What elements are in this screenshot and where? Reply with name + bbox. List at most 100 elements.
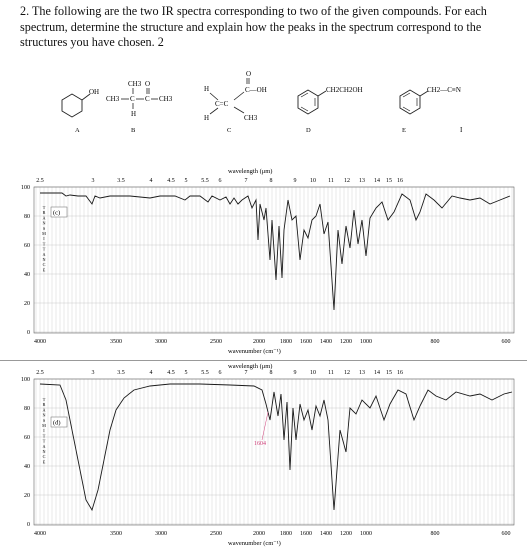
- compound-c-ch3: CH3: [244, 114, 258, 122]
- compound-b-ch3-right: CH3: [159, 95, 173, 103]
- compound-label-a: A: [75, 127, 80, 134]
- top-tick-label: 10: [310, 178, 316, 184]
- top-tick-label: 15: [386, 178, 392, 184]
- ir-spectrum-d: wavelength (μm) 2.5 3 3.5 4 4.5 5 5.5 6 7 8 9 10 11 1…: [0, 360, 527, 550]
- top-tick-label: 16: [397, 370, 403, 376]
- top-tick-label: 7: [245, 178, 248, 184]
- y-tick-label: 0: [27, 330, 30, 336]
- y-label-letter: E: [43, 267, 46, 272]
- bottom-tick-label: 600: [502, 531, 511, 537]
- compound-e-structure: CH2—C≡N: [399, 86, 461, 115]
- top-tick-label: 3: [92, 370, 95, 376]
- top-tick-label: 8: [270, 370, 273, 376]
- bottom-tick-label: 1600: [300, 339, 312, 345]
- top-tick-label: 3.5: [117, 178, 125, 184]
- top-tick-label: 5: [185, 178, 188, 184]
- y-tick-label: 60: [24, 243, 30, 249]
- compound-label-i: I: [460, 126, 463, 134]
- bottom-tick-label: 1400: [320, 531, 332, 537]
- y-label-letter: M: [42, 423, 46, 428]
- y-label-letter: A: [42, 444, 45, 449]
- compound-a-oh: OH: [89, 88, 99, 96]
- top-tick-label: 9: [294, 370, 297, 376]
- bottom-tick-label: 3000: [155, 531, 167, 537]
- y-tick-label: 40: [24, 272, 30, 278]
- compound-c-structure: O H C=C H C—OH CH3: [204, 70, 267, 122]
- bottom-tick-label: 3500: [110, 531, 122, 537]
- top-tick-label: 15: [386, 370, 392, 376]
- y-tick-label: 100: [21, 185, 30, 191]
- top-tick-label: 13: [359, 178, 365, 184]
- compound-b-c-mid: C: [130, 95, 135, 103]
- spectrum-c-svg: wavelength (μm) 2.5 3 3.5 4 4.5 5 5.5 6 7 8 9 10 11 1…: [21, 168, 515, 355]
- top-tick-label: 3.5: [117, 370, 125, 376]
- bottom-tick-label: 1600: [300, 531, 312, 537]
- y-label-letter: M: [42, 231, 46, 236]
- y-label-letter: N: [42, 221, 45, 226]
- spectrum-c-top-title: wavelength (μm): [228, 168, 272, 175]
- top-tick-label: 4: [150, 370, 153, 376]
- compound-b-c-right: C: [145, 95, 150, 103]
- y-label-letter: C: [43, 262, 46, 267]
- compound-label-d: D: [306, 127, 311, 134]
- compound-structures: OH CH3 O CH3 C C CH3 H O H C=C H C—OH CH…: [61, 70, 463, 134]
- top-tick-label: 8: [270, 178, 273, 184]
- top-tick-label: 5.5: [201, 178, 209, 184]
- y-tick-label: 80: [24, 406, 30, 412]
- compound-c-ceqc: C=C: [215, 100, 229, 108]
- spectrum-d-box-label: (d): [53, 420, 61, 427]
- y-tick-label: 100: [21, 377, 30, 383]
- y-label-letter: I: [43, 428, 45, 433]
- y-label-letter: R: [43, 210, 46, 215]
- bottom-tick-label: 1200: [340, 339, 352, 345]
- y-label-letter: T: [43, 205, 46, 210]
- y-tick-label: 20: [24, 301, 30, 307]
- y-label-letter: T: [43, 433, 46, 438]
- y-label-letter: I: [43, 236, 45, 241]
- y-label-letter: N: [42, 257, 45, 262]
- bottom-tick-label: 2000: [253, 339, 265, 345]
- spectrum-d-trace: [39, 383, 513, 512]
- section-divider: [0, 360, 527, 361]
- compound-label-e: E: [402, 127, 406, 134]
- top-tick-label: 4: [150, 178, 153, 184]
- compound-a-structure: OH: [61, 88, 99, 118]
- bottom-tick-label: 4000: [34, 339, 46, 345]
- y-tick-label: 40: [24, 464, 30, 470]
- y-label-letter: A: [42, 215, 45, 220]
- top-tick-label: 14: [374, 178, 380, 184]
- bottom-tick-label: 1400: [320, 339, 332, 345]
- top-tick-label: 3: [92, 178, 95, 184]
- compound-d-sub: CH2CH2OH: [326, 86, 363, 94]
- top-tick-label: 7: [245, 370, 248, 376]
- y-tick-label: 20: [24, 493, 30, 499]
- spectrum-d-bottom-title: wavenumber (cm⁻¹): [228, 540, 281, 547]
- y-tick-label: 60: [24, 435, 30, 441]
- compound-b-structure: CH3 O CH3 C C CH3 H: [106, 80, 173, 118]
- top-tick-label: 16: [397, 178, 403, 184]
- top-tick-label: 10: [310, 370, 316, 376]
- compound-b-o-top: O: [145, 80, 150, 88]
- spectrum-c-trace: [40, 192, 511, 311]
- spectrum-d-grid: [34, 378, 514, 525]
- question-text: 2. The following are the two IR spectra …: [20, 4, 487, 49]
- spectrum-c-top-ticks: 2.5 3 3.5 4 4.5 5 5.5 6 7 8 9 10 11 12 13 14 15 16: [36, 178, 403, 184]
- top-tick-label: 11: [328, 370, 334, 376]
- bottom-tick-label: 2000: [253, 531, 265, 537]
- y-label-letter: A: [42, 252, 45, 257]
- top-tick-label: 2.5: [36, 178, 44, 184]
- spectrum-c-bottom-title: wavenumber (cm⁻¹): [228, 348, 281, 355]
- bottom-tick-label: 2500: [210, 339, 222, 345]
- top-tick-label: 11: [328, 178, 334, 184]
- y-label-letter: R: [43, 402, 46, 407]
- compound-c-h2: H: [204, 114, 209, 122]
- y-tick-label: 80: [24, 214, 30, 220]
- bottom-tick-label: 2500: [210, 531, 222, 537]
- top-tick-label: 12: [344, 370, 350, 376]
- y-label-letter: T: [43, 439, 46, 444]
- y-label-letter: T: [43, 247, 46, 252]
- spectrum-d-y-ticks: 100 80 60 40 20 0: [21, 377, 30, 528]
- compound-b-h: H: [131, 110, 136, 118]
- compound-c-cooh: C—OH: [245, 86, 267, 94]
